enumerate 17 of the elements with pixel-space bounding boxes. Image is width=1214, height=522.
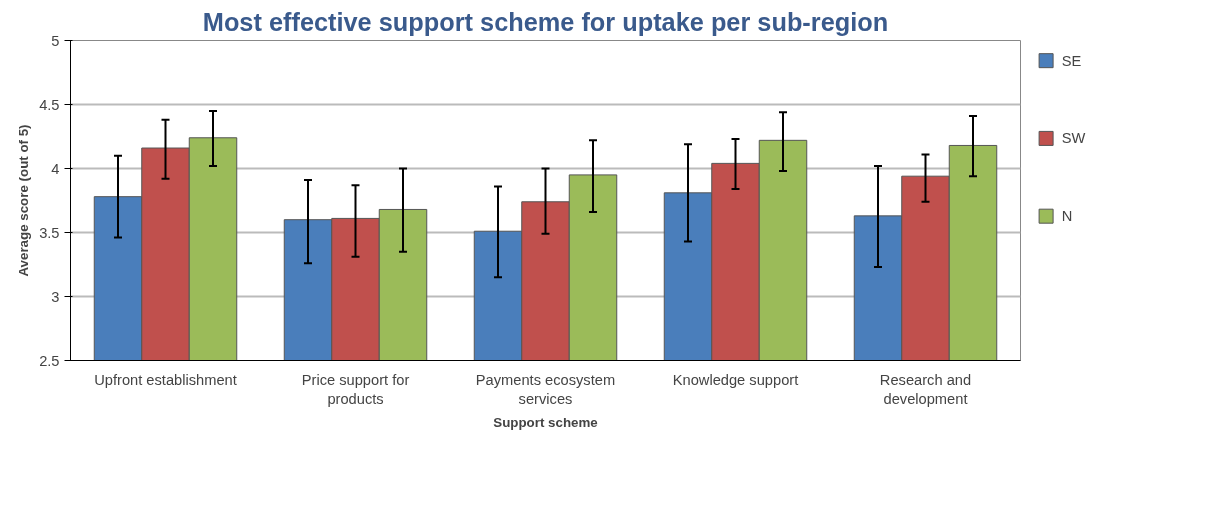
y-tick-label: 3.5 bbox=[39, 224, 60, 241]
legend-label: SW bbox=[1061, 130, 1086, 147]
x-axis-title: Support scheme bbox=[493, 414, 598, 430]
chart-title: Most effective support scheme for uptake per sub-region bbox=[202, 7, 889, 36]
y-tick-label: 2.5 bbox=[39, 352, 60, 369]
x-tick-label: Upfront establishment bbox=[94, 371, 237, 388]
x-tick-label: Research and development bbox=[879, 371, 972, 407]
y-tick-label: 3 bbox=[51, 288, 60, 305]
y-axis-title: Average score (out of 5) bbox=[16, 124, 32, 277]
legend-label: N bbox=[1061, 208, 1073, 225]
x-tick-label: Payments ecosystem services bbox=[475, 371, 616, 407]
y-tick-label: 5 bbox=[51, 32, 60, 49]
y-tick-label: 4 bbox=[51, 160, 60, 177]
x-tick-label: Knowledge support bbox=[672, 371, 799, 388]
legend-label: SE bbox=[1061, 52, 1082, 69]
y-tick-label: 4.5 bbox=[39, 96, 60, 113]
x-tick-label: Price support for products bbox=[301, 371, 410, 407]
